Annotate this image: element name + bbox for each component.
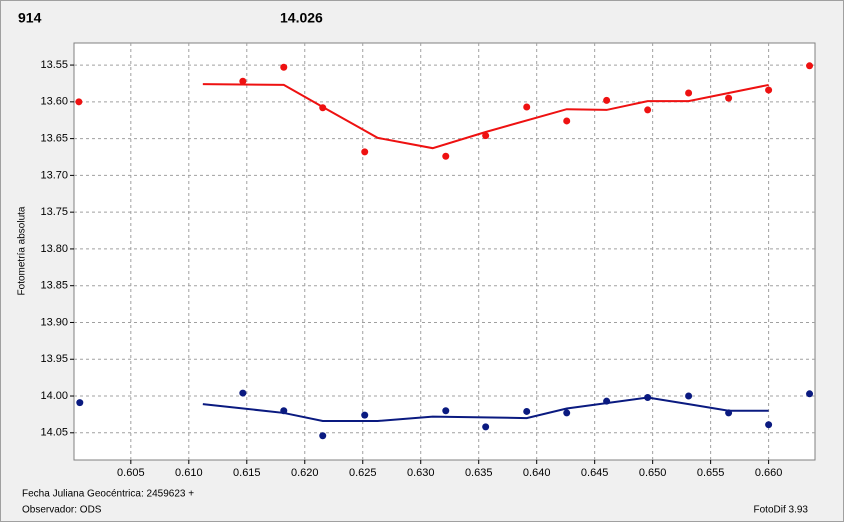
data-point [523, 407, 531, 415]
data-point [482, 423, 490, 431]
fit-line [202, 83, 769, 150]
data-point [75, 98, 83, 106]
data-point [806, 390, 814, 398]
x-tick-label: 0.645 [581, 467, 609, 479]
x-tick-label: 0.660 [755, 467, 783, 479]
plot-area [73, 42, 816, 461]
fit-line [202, 396, 769, 423]
data-point [239, 389, 247, 397]
x-tick-label: 0.630 [407, 467, 435, 479]
x-tick-label: 0.620 [291, 467, 319, 479]
data-point [361, 148, 369, 156]
y-tick-label: 13.75 [40, 206, 68, 218]
data-point [319, 432, 327, 440]
data-point [563, 409, 571, 417]
y-tick-label: 13.85 [40, 280, 68, 292]
data-point [765, 421, 773, 429]
y-tick-label: 13.70 [40, 169, 68, 181]
annotation-left: 914 [18, 10, 42, 26]
x-tick-label: 0.625 [349, 467, 377, 479]
data-point [725, 94, 733, 102]
x-tick-label: 0.655 [697, 467, 725, 479]
data-point [523, 103, 531, 111]
observer: Observador: ODS [22, 505, 102, 516]
data-point [442, 407, 450, 415]
annotation-right: 14.026 [280, 10, 323, 26]
y-tick-label: 13.65 [40, 133, 68, 145]
data-point [280, 63, 288, 71]
x-axis-label: Fecha Juliana Geocéntrica: 2459623 + [22, 489, 194, 500]
y-tick-label: 13.90 [40, 316, 68, 328]
x-tick-label: 0.610 [175, 467, 203, 479]
data-point [442, 152, 450, 160]
x-tick-label: 0.650 [639, 467, 667, 479]
data-point [239, 77, 247, 85]
data-point [361, 411, 369, 419]
y-tick-label: 13.60 [40, 96, 68, 108]
data-point [644, 106, 652, 114]
data-point [765, 86, 773, 94]
footer-right: FotoDif 3.93 [754, 505, 809, 516]
y-tick-label: 13.55 [40, 59, 68, 71]
y-axis-label: Fotometría absoluta [17, 206, 28, 295]
x-tick-label: 0.635 [465, 467, 493, 479]
data-point [685, 392, 693, 400]
y-tick-label: 14.05 [40, 427, 68, 439]
data-point [806, 62, 814, 70]
data-point [482, 132, 490, 140]
x-tick-label: 0.605 [117, 467, 145, 479]
y-tick-label: 13.95 [40, 353, 68, 365]
y-tick-label: 14.00 [40, 390, 68, 402]
y-tick-label: 13.80 [40, 243, 68, 255]
x-tick-label: 0.615 [233, 467, 261, 479]
data-point [685, 89, 693, 97]
x-tick-label: 0.640 [523, 467, 551, 479]
data-point [563, 117, 571, 125]
data-point [603, 96, 611, 104]
data-point [76, 399, 84, 407]
